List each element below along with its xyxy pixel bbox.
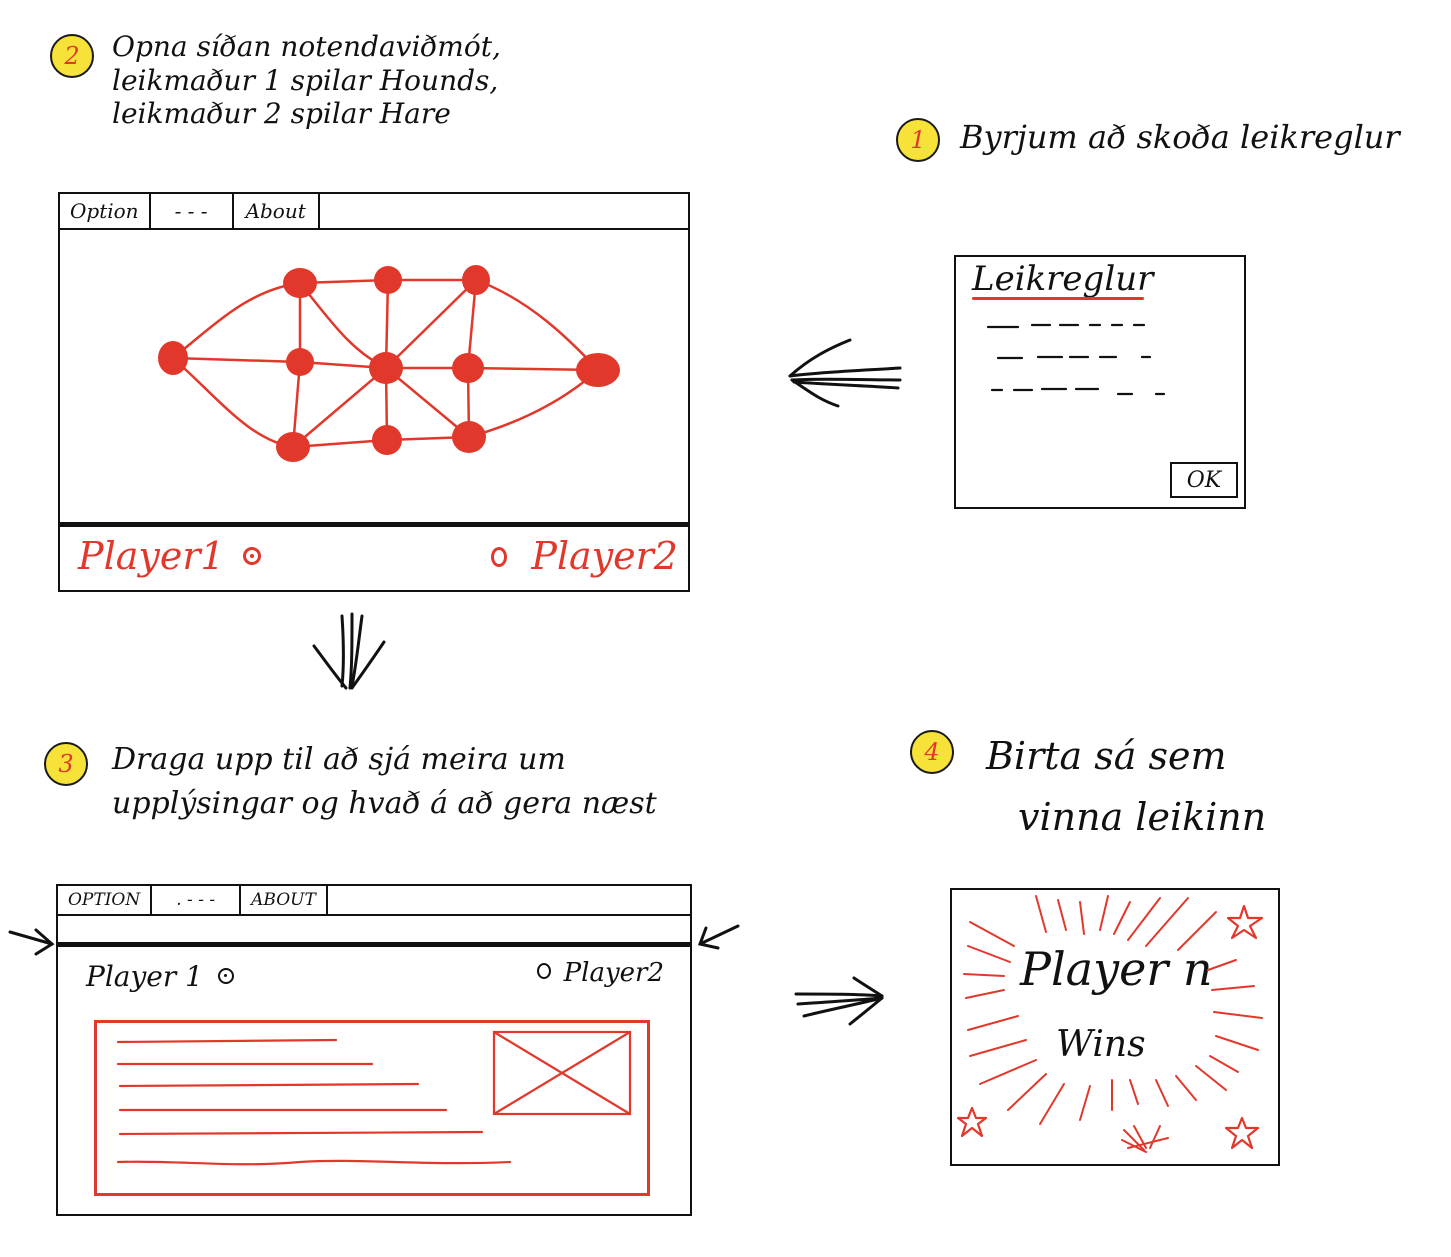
game-menubar: Option - - - About	[60, 194, 688, 230]
radio-circle-icon	[217, 968, 234, 984]
game-window: Option - - - About Player1 Player2	[58, 192, 690, 592]
step-3-number: 3	[58, 750, 74, 778]
rules-dialog: Leikreglur OK	[954, 255, 1246, 509]
arrow-inward-icon	[697, 924, 740, 950]
win-line-2: Wins	[1056, 1024, 1146, 1065]
win-screen: Player n Wins	[950, 888, 1280, 1166]
player2-text: Player2	[531, 534, 678, 578]
radio-circle-icon	[242, 547, 261, 565]
menu-option[interactable]: OPTION	[58, 886, 153, 914]
step-3-badge: 3	[44, 742, 88, 786]
info-panel	[94, 1020, 650, 1196]
drag-handle[interactable]	[58, 942, 690, 947]
rules-title: Leikreglur	[972, 259, 1154, 299]
step-4-number: 4	[924, 738, 940, 766]
step-1-text: Byrjum að skoða leikreglur	[960, 118, 1400, 156]
rules-text-lines	[986, 323, 1166, 396]
step-1-badge: 1	[896, 118, 940, 162]
player2-label: Player2	[491, 534, 678, 578]
player1-label: Player1	[78, 534, 261, 578]
step-4-line-1: Birta sá sem	[986, 734, 1227, 778]
arrow-inward-icon	[8, 928, 55, 956]
radio-circle-icon	[537, 963, 552, 979]
step-3-line-1: Draga upp til að sjá meira um	[112, 742, 566, 777]
step-4-text: Birta sá sem vinna leikinn	[986, 726, 1266, 848]
menu-about[interactable]: About	[234, 194, 320, 228]
info-player1-text: Player 1	[86, 960, 203, 993]
info-player1-label: Player 1	[86, 960, 234, 993]
rules-title-underline	[972, 297, 1144, 300]
info-player2-label: Player2	[537, 958, 664, 988]
step-2-text: Opna síðan notendaviðmót, leikmaður 1 sp…	[112, 30, 501, 131]
info-window: OPTION . - - - ABOUT Player 1 Player2	[56, 884, 692, 1216]
info-player2-text: Player2	[563, 958, 664, 988]
arrow-down-icon	[312, 612, 386, 690]
step-1-line-1: Byrjum að skoða leikreglur	[960, 118, 1400, 156]
step-2-line-3: leikmaður 2 spilar Hare	[112, 97, 451, 131]
step-3-line-2: upplýsingar og hvað á að gera næst	[112, 785, 657, 821]
step-2-line-1: Opna síðan notendaviðmót,	[112, 30, 501, 63]
menu-more[interactable]: . - - -	[152, 886, 242, 914]
status-divider	[60, 522, 688, 527]
step-3-text: Draga upp til að sjá meira um upplýsinga…	[112, 738, 657, 825]
menu-option[interactable]: Option	[60, 194, 151, 228]
step-2-line-2: leikmaður 1 spilar Hounds,	[112, 63, 499, 97]
step-4-badge: 4	[910, 730, 954, 774]
player1-text: Player1	[78, 534, 225, 578]
menu-about[interactable]: ABOUT	[241, 886, 328, 914]
step-4-line-2: vinna leikinn	[1018, 794, 1267, 839]
arrow-left-icon	[788, 338, 902, 408]
ok-button[interactable]: OK	[1170, 462, 1238, 498]
info-menubar: OPTION . - - - ABOUT	[58, 886, 690, 916]
arrow-right-icon	[794, 976, 884, 1026]
win-line-1: Player n	[1020, 942, 1213, 996]
menu-more[interactable]: - - -	[151, 194, 234, 228]
step-2-badge: 2	[50, 34, 94, 78]
step-2-number: 2	[64, 42, 80, 70]
radio-circle-icon	[491, 547, 508, 567]
step-1-number: 1	[910, 126, 926, 154]
